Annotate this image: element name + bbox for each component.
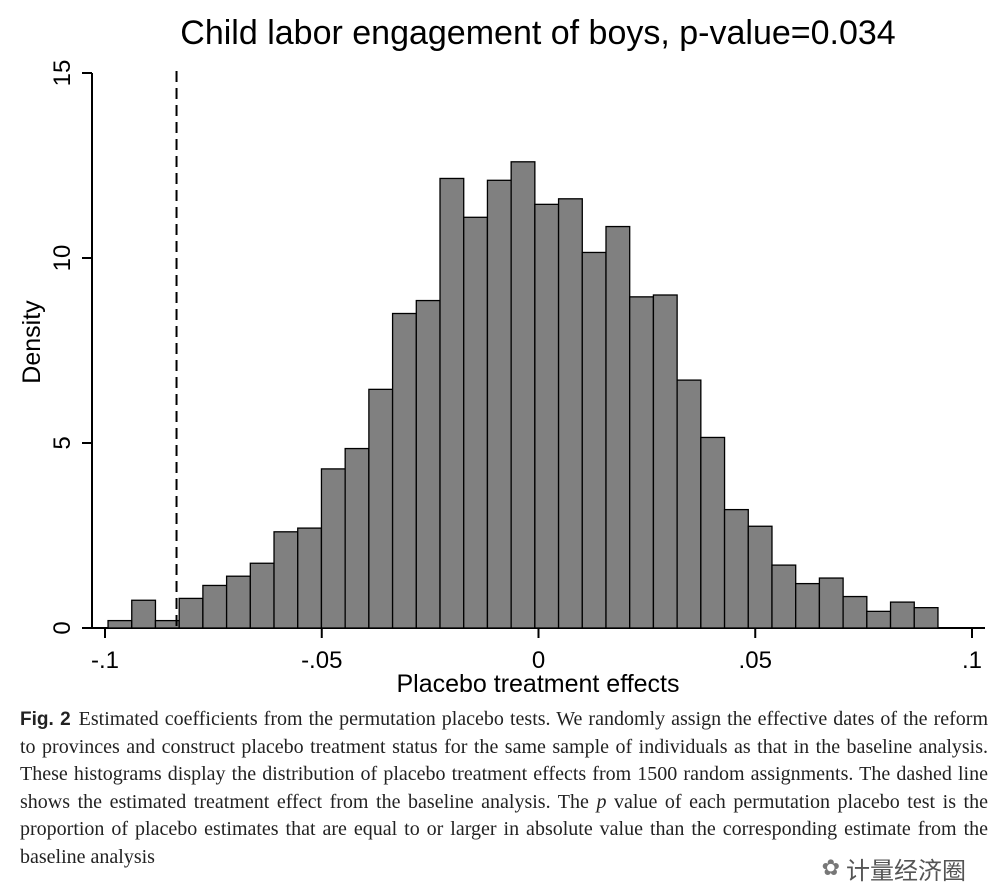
x-tick-label: .1 <box>962 647 982 674</box>
histogram-bar <box>723 508 749 629</box>
watermark: ✿ 计量经济圈 <box>822 851 966 886</box>
histogram-bar <box>273 531 299 629</box>
x-axis: -.1 -.05 0 .05 .1 <box>91 627 985 674</box>
histogram-bar <box>178 597 204 629</box>
x-tick-label: -.05 <box>301 647 342 674</box>
y-axis: 0 5 10 15 <box>49 60 93 635</box>
y-tick-label: 10 <box>49 245 76 272</box>
histogram-bar <box>866 610 892 629</box>
wechat-icon: ✿ <box>821 856 840 881</box>
histogram-bar <box>249 562 275 629</box>
histogram-bar <box>107 619 133 629</box>
histogram-bar <box>629 296 655 629</box>
caption-text-part1: Estimated coefficients from the permutat… <box>20 708 988 813</box>
histogram-bar <box>534 203 560 629</box>
chart-title: Child labor engagement of boys, p-value=… <box>180 14 895 52</box>
y-tick-label: 5 <box>49 436 76 449</box>
watermark-text: 计量经济圈 <box>846 857 966 885</box>
histogram-bar <box>889 601 915 629</box>
histogram-bar <box>557 198 583 629</box>
histogram-bar <box>676 379 702 629</box>
histogram-bar <box>368 388 394 629</box>
caption-text-part2: value of each permutation placebo test i… <box>20 790 988 868</box>
x-tick-label: -.1 <box>91 647 119 674</box>
x-axis-label: Placebo treatment effects <box>396 670 679 698</box>
histogram-bar <box>842 595 868 629</box>
figure-caption: Fig. 2 Estimated coefficients from the pe… <box>20 706 988 871</box>
histogram-bar <box>652 294 678 629</box>
histogram-bar <box>913 607 939 629</box>
histogram-bar <box>771 564 797 629</box>
histogram-bar <box>202 584 228 629</box>
histogram-chart: Child labor engagement of boys, p-value=… <box>18 14 985 698</box>
y-axis-label: Density <box>18 300 46 384</box>
histogram-bar <box>439 177 465 629</box>
histogram-bar <box>510 161 536 629</box>
figure-label: Fig. 2 <box>20 709 71 730</box>
histogram-bar <box>463 216 489 629</box>
histogram-bar <box>297 527 323 629</box>
histogram-bar <box>486 179 512 629</box>
histogram-bar <box>131 599 157 629</box>
y-tick-label: 0 <box>49 621 76 634</box>
histogram-bar <box>747 525 773 629</box>
histogram-bar <box>225 575 251 629</box>
histogram-bar <box>795 582 821 629</box>
x-tick-label: .05 <box>739 647 772 674</box>
histogram-bar <box>415 299 441 629</box>
histogram-bar <box>700 436 726 629</box>
histogram-bar <box>818 577 844 629</box>
histogram-bar <box>344 447 370 629</box>
y-tick-label: 15 <box>49 60 76 87</box>
histogram-bar <box>391 312 417 629</box>
histogram-bar <box>605 225 631 629</box>
histogram-bar <box>581 251 607 629</box>
histogram-bar <box>320 468 346 629</box>
histogram-bars <box>107 161 939 629</box>
x-tick-label: 0 <box>532 647 545 674</box>
caption-p-symbol: p <box>596 790 607 813</box>
